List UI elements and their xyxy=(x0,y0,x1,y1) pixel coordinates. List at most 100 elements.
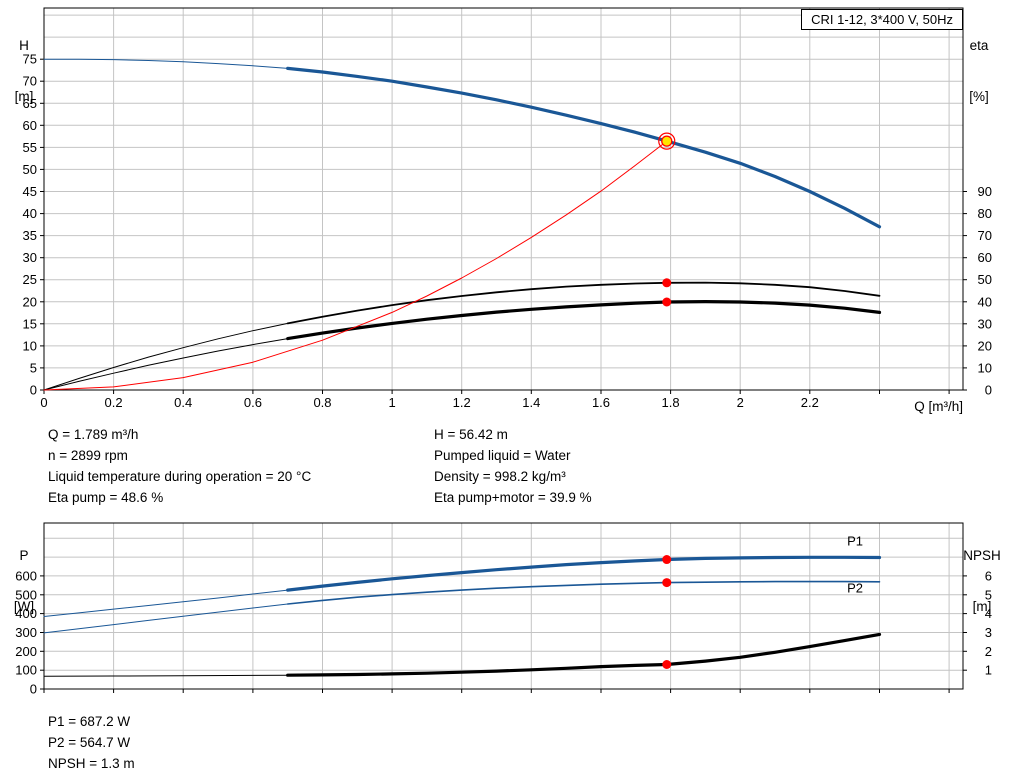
y-right-tick-label: 2 xyxy=(985,644,992,659)
y-right-tick-label: 20 xyxy=(978,338,992,353)
curve-eta-pump-curve xyxy=(43,322,289,391)
y-left-tick-label: 400 xyxy=(15,606,37,621)
eta-axis-name: eta xyxy=(969,38,989,53)
p-axis-unit: [W] xyxy=(13,599,35,614)
y-left-tick-label: 5 xyxy=(30,360,37,375)
x-tick-label: 2.2 xyxy=(801,395,819,410)
curve-head-curve xyxy=(286,66,882,229)
y-right-tick-label: 60 xyxy=(978,250,992,265)
x-tick-label: 2 xyxy=(737,395,744,410)
eta-axis-unit: [%] xyxy=(969,89,989,104)
y-left-tick-label: 15 xyxy=(23,316,37,331)
y-right-tick-label: 30 xyxy=(978,316,992,331)
x-tick-label: 0.8 xyxy=(313,395,331,410)
y-left-tick-label: 600 xyxy=(15,568,37,583)
y-left-tick-label: 300 xyxy=(15,625,37,640)
curve-p2-curve xyxy=(286,580,881,605)
y-right-tick-label: 0 xyxy=(985,383,992,398)
info-line-liquid: Pumped liquid = Water xyxy=(434,448,571,463)
curve-label-p2: P2 xyxy=(847,581,863,596)
y-right-tick-label: 80 xyxy=(978,206,992,221)
npsh-axis-name: NPSH xyxy=(963,548,1001,563)
info-line-n: n = 2899 rpm xyxy=(48,448,128,463)
y-left-tick-label: 65 xyxy=(23,96,37,111)
x-tick-label: 1.4 xyxy=(522,395,540,410)
y-left-tick-label: 70 xyxy=(23,74,37,89)
x-tick-label: 1.8 xyxy=(662,395,680,410)
y-left-tick-label: 25 xyxy=(23,272,37,287)
eta-axis-title: eta [%] xyxy=(955,3,1003,139)
curve-eta-pump-motor-curve xyxy=(43,338,289,391)
y-right-tick-label: 90 xyxy=(978,184,992,199)
y-right-tick-label: 50 xyxy=(978,272,992,287)
y-left-tick-label: 60 xyxy=(23,118,37,133)
y-right-tick-label: 1 xyxy=(985,663,992,678)
info-line-p1: P1 = 687.2 W xyxy=(48,714,131,729)
y-left-tick-label: 0 xyxy=(30,383,37,398)
q-axis-label: Q [m³/h] xyxy=(914,399,963,414)
y-right-tick-label: 5 xyxy=(985,587,992,602)
curve-eta-pump-curve xyxy=(286,281,881,325)
npsh-axis-title: NPSH [m] xyxy=(952,513,1012,649)
y-left-tick-label: 35 xyxy=(23,228,37,243)
y-left-tick-label: 0 xyxy=(30,682,37,697)
y-right-tick-label: 70 xyxy=(978,228,992,243)
y-right-tick-label: 10 xyxy=(978,360,992,375)
duty-point-marker xyxy=(661,135,673,147)
curve-npsh-curve xyxy=(43,674,289,677)
info-line-q: Q = 1.789 m³/h xyxy=(48,427,139,442)
y-left-tick-label: 500 xyxy=(15,587,37,602)
curve-p1-curve xyxy=(286,555,882,592)
h-axis-unit: [m] xyxy=(14,89,34,104)
y-right-tick-label: 40 xyxy=(978,294,992,309)
x-tick-label: 0.6 xyxy=(244,395,262,410)
info-line-npsh: NPSH = 1.3 m xyxy=(48,756,135,771)
info-line-temperature: Liquid temperature during operation = 20… xyxy=(48,469,312,484)
x-tick-label: 1.2 xyxy=(453,395,471,410)
h-axis-name: H xyxy=(19,38,29,53)
y-right-tick-label: 6 xyxy=(985,568,992,583)
y-left-tick-label: 40 xyxy=(23,206,37,221)
curve-npsh-curve xyxy=(286,632,882,677)
x-tick-label: 0.2 xyxy=(105,395,123,410)
curve-eta-pump-motor-curve xyxy=(286,300,882,341)
power-npsh-data: P1 = 687.2 W P2 = 564.7 W NPSH = 1.3 m xyxy=(48,711,135,774)
info-line-density: Density = 998.2 kg/m³ xyxy=(434,469,566,484)
y-left-tick-label: 30 xyxy=(23,250,37,265)
info-line-eta-pump-motor: Eta pump+motor = 39.9 % xyxy=(434,490,592,505)
operating-data-right: H = 56.42 m Pumped liquid = Water Densit… xyxy=(434,424,592,508)
npsh-axis-unit: [m] xyxy=(972,599,992,614)
y-left-tick-label: 200 xyxy=(15,644,37,659)
power-npsh-chart: 0 100 200 300 400 500 600 1 2 3 4 5 6 P1 P2 xyxy=(15,522,992,697)
plot-border xyxy=(43,522,964,690)
y-left-tick-label: 20 xyxy=(23,294,37,309)
x-tick-label: 1.6 xyxy=(592,395,610,410)
x-tick-label: 0.4 xyxy=(174,395,192,410)
operating-data-left: Q = 1.789 m³/h n = 2899 rpm Liquid tempe… xyxy=(48,424,311,508)
plot-border xyxy=(43,7,964,391)
y-left-tick-label: 100 xyxy=(15,663,37,678)
curve-label-p1: P1 xyxy=(847,533,863,548)
y-right-tick-label: 3 xyxy=(985,625,992,640)
operating-point-dot xyxy=(662,555,672,565)
operating-point-dot xyxy=(662,578,672,588)
pump-title-box: CRI 1-12, 3*400 V, 50Hz xyxy=(801,9,963,30)
curve-head-curve xyxy=(43,58,289,69)
curve-p2-curve xyxy=(43,603,289,634)
y-left-tick-label: 75 xyxy=(23,52,37,67)
h-axis-title: H [m] xyxy=(6,3,42,139)
y-left-tick-label: 50 xyxy=(23,162,37,177)
operating-point-dot xyxy=(662,278,672,288)
operating-point-dot xyxy=(662,660,672,670)
x-tick-label: 0 xyxy=(40,395,47,410)
x-tick-label: 1 xyxy=(388,395,395,410)
curve-system-curve xyxy=(43,140,668,391)
y-right-tick-label: 4 xyxy=(985,606,992,621)
duty-point-outer-ring xyxy=(658,132,676,150)
qh-eta-chart: 0510152025303540455055606570750102030405… xyxy=(23,7,992,410)
p-axis-name: P xyxy=(19,548,29,563)
y-left-tick-label: 10 xyxy=(23,338,37,353)
info-line-p2: P2 = 564.7 W xyxy=(48,735,131,750)
info-line-h: H = 56.42 m xyxy=(434,427,508,442)
